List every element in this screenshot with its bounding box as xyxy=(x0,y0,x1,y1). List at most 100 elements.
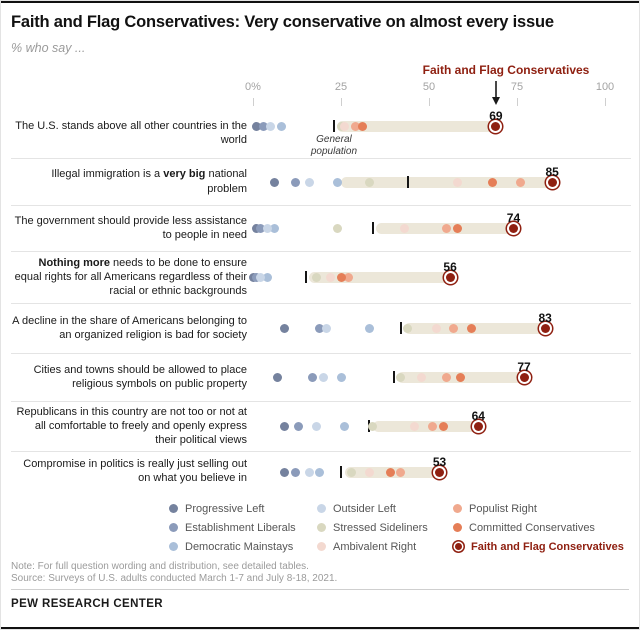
legend-label: Ambivalent Right xyxy=(333,540,417,553)
dot-faith-and-flag-conservatives xyxy=(445,273,455,282)
dot-faith-and-flag-conservatives xyxy=(519,373,529,382)
row-label-text: Republicans in this country are not too … xyxy=(16,405,247,447)
dot-democratic-mainstays xyxy=(364,324,374,333)
legend-dot-populist-right xyxy=(453,504,462,513)
axis-tick-label: 100 xyxy=(595,81,615,93)
general-population-tick xyxy=(392,371,395,383)
axis-tick-mark xyxy=(253,98,254,106)
general-population-tick xyxy=(304,271,307,283)
dot-populist-right xyxy=(442,224,452,233)
general-population-tick xyxy=(399,322,402,334)
dot-committed-conservatives xyxy=(456,373,466,382)
axis-tick-mark xyxy=(429,98,430,106)
dot-establishment-liberals xyxy=(290,468,300,477)
row-plot: 69 General population xyxy=(1,108,639,158)
legend-item-establishment-liberals: Establishment Liberals xyxy=(169,518,296,537)
top-rule xyxy=(1,1,639,3)
legend-item-stressed-sideliners: Stressed Sideliners xyxy=(317,518,428,537)
dot-outsider-left xyxy=(304,468,314,477)
row-label-text: A decline in the share of Americans belo… xyxy=(12,314,247,341)
statement-row: A decline in the share of Americans belo… xyxy=(1,303,639,353)
row-label-text: Nothing more needs to be done to ensure … xyxy=(14,256,247,298)
highlight-value-label: 64 xyxy=(471,409,485,423)
legend-item-committed-conservatives: Committed Conservatives xyxy=(453,518,595,537)
legend-dot-establishment-liberals xyxy=(169,523,178,532)
statement-row: Cities and towns should be allowed to pl… xyxy=(1,353,639,401)
dot-democratic-mainstays xyxy=(315,468,325,477)
highlight-value-label: 85 xyxy=(545,165,559,179)
annotation-arrow-icon xyxy=(492,81,500,105)
axis-tick-label: 0% xyxy=(245,81,261,93)
dot-progressive-left xyxy=(252,122,262,131)
dot-democratic-mainstays xyxy=(336,373,346,382)
legend-label: Progressive Left xyxy=(185,502,265,515)
bottom-rule xyxy=(1,627,639,629)
legend-item-populist-right: Populist Right xyxy=(453,499,537,518)
dot-stressed-sideliners xyxy=(311,273,321,282)
row-label: Nothing more needs to be done to ensure … xyxy=(11,251,247,303)
legend-dot-progressive-left xyxy=(169,504,178,513)
range-bar xyxy=(309,272,458,283)
row-plot: 64 xyxy=(1,401,639,451)
row-plot: 53 xyxy=(1,451,639,491)
legend-dot-outsider-left xyxy=(317,504,326,513)
highlight-value-label: 56 xyxy=(443,260,457,274)
dot-committed-conservatives xyxy=(452,224,462,233)
dot-establishment-liberals xyxy=(290,178,300,187)
dot-committed-conservatives xyxy=(487,178,497,187)
dot-establishment-liberals xyxy=(294,422,304,431)
row-label-text: The U.S. stands above all other countrie… xyxy=(15,119,247,146)
highlight-value-label: 53 xyxy=(432,455,447,469)
source-text: Source: Surveys of U.S. adults conducted… xyxy=(11,573,338,584)
dot-stressed-sideliners xyxy=(403,324,413,333)
dot-committed-conservatives xyxy=(336,273,346,282)
dot-stressed-sideliners xyxy=(347,468,357,477)
range-bar xyxy=(344,467,447,478)
dot-democratic-mainstays xyxy=(262,273,272,282)
dot-committed-conservatives xyxy=(438,422,448,431)
dot-outsider-left xyxy=(318,373,328,382)
range-bar xyxy=(341,177,560,188)
dot-establishment-liberals xyxy=(255,224,265,233)
dot-faith-and-flag-conservatives xyxy=(540,324,550,333)
highlight-value-label: 69 xyxy=(489,109,503,123)
statement-row: The U.S. stands above all other countrie… xyxy=(1,108,639,158)
legend-label: Faith and Flag Conservatives xyxy=(471,540,624,553)
dot-ambivalent-right xyxy=(417,373,427,382)
page-title: Faith and Flag Conservatives: Very conse… xyxy=(11,13,554,31)
legend-dot-ambivalent-right xyxy=(317,542,326,551)
dot-democratic-mainstays xyxy=(332,178,342,187)
dot-stressed-sideliners xyxy=(364,178,374,187)
dot-outsider-left xyxy=(255,273,265,282)
axis-tick-mark xyxy=(341,98,342,106)
dot-democratic-mainstays xyxy=(276,122,286,131)
dot-populist-right xyxy=(350,122,360,131)
row-label-text: Cities and towns should be allowed to pl… xyxy=(33,363,247,390)
legend-label: Outsider Left xyxy=(333,502,396,515)
dot-outsider-left xyxy=(266,122,276,131)
legend-item-progressive-left: Progressive Left xyxy=(169,499,264,518)
axis-tick-label: 25 xyxy=(334,81,348,93)
legend-label: Committed Conservatives xyxy=(469,521,595,534)
chart-rows: The U.S. stands above all other countrie… xyxy=(1,108,639,491)
row-plot: 56 xyxy=(1,251,639,303)
dot-populist-right xyxy=(428,422,438,431)
dot-stressed-sideliners xyxy=(368,422,378,431)
legend-label: Establishment Liberals xyxy=(185,521,296,534)
dot-outsider-left xyxy=(311,422,321,431)
statement-row: The government should provide less assis… xyxy=(1,205,639,251)
legend-dot-faith-and-flag-conservatives xyxy=(455,543,462,550)
statement-row: Illegal immigration is a very big nation… xyxy=(1,158,639,205)
dot-populist-right xyxy=(516,178,526,187)
dot-faith-and-flag-conservatives xyxy=(435,468,445,477)
chart-subtitle: % who say ... xyxy=(11,41,86,55)
legend: Progressive Left Establishment Liberals De… xyxy=(1,499,639,559)
row-plot: 74 xyxy=(1,205,639,251)
dot-progressive-left xyxy=(269,178,279,187)
general-population-tick xyxy=(406,176,409,188)
axis-tick-label: 50 xyxy=(422,81,436,93)
dot-faith-and-flag-conservatives xyxy=(547,178,557,187)
row-label: The U.S. stands above all other countrie… xyxy=(11,108,247,158)
dot-populist-right xyxy=(449,324,459,333)
